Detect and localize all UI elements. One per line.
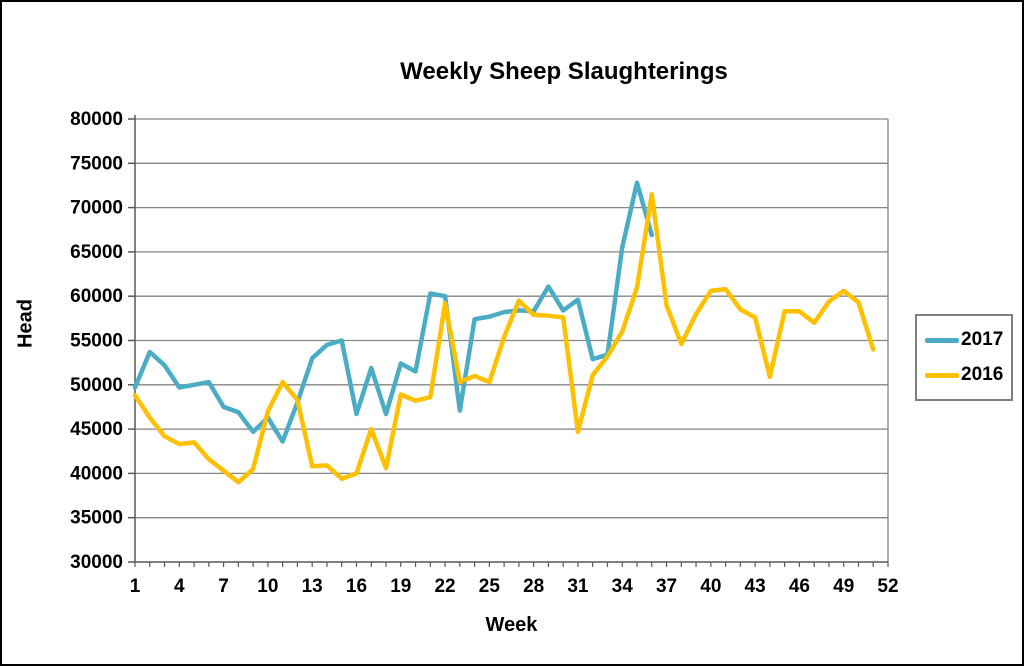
y-tick-label-45000: 45000: [70, 419, 123, 440]
x-tick-label-52: 52: [877, 576, 898, 597]
y-tick-label-70000: 70000: [70, 198, 123, 219]
x-tick-label-46: 46: [789, 576, 810, 597]
y-tick-label-65000: 65000: [70, 242, 123, 263]
x-tick-label-49: 49: [833, 576, 854, 597]
x-tick-label-37: 37: [656, 576, 677, 597]
x-tick-label-28: 28: [523, 576, 544, 597]
series-2016-line: [132, 192, 876, 485]
legend-label-2016: 2016: [961, 364, 1004, 385]
chart-title: Weekly Sheep Slaughterings: [400, 58, 728, 85]
legend-line-sample-2017: [925, 337, 959, 343]
y-tick-label-75000: 75000: [70, 153, 123, 174]
x-tick-label-40: 40: [700, 576, 721, 597]
y-tick-label-80000: 80000: [70, 109, 123, 130]
x-tick-label-4: 4: [174, 576, 185, 597]
legend-label-2017: 2017: [961, 329, 1004, 350]
x-tick-label-34: 34: [612, 576, 634, 597]
x-tick-label-19: 19: [390, 576, 411, 597]
x-tick-label-10: 10: [257, 576, 278, 597]
y-tick-label-60000: 60000: [70, 286, 123, 307]
y-tick-label-55000: 55000: [70, 331, 123, 352]
y-tick-label-40000: 40000: [70, 463, 123, 484]
y-tick-label-35000: 35000: [70, 508, 123, 529]
x-tick-label-43: 43: [745, 576, 766, 597]
y-tick-label-50000: 50000: [70, 375, 123, 396]
x-tick-label-1: 1: [130, 576, 141, 597]
legend-line-sample-2016: [925, 372, 959, 378]
x-tick-label-7: 7: [218, 576, 229, 597]
y-axis-title: Head: [14, 299, 37, 348]
x-tick-label-31: 31: [567, 576, 589, 597]
x-axis-title: Week: [485, 614, 538, 636]
x-tick-label-13: 13: [302, 576, 323, 597]
x-tick-label-22: 22: [434, 576, 455, 597]
x-tick-label-25: 25: [479, 576, 501, 597]
y-tick-label-30000: 30000: [70, 552, 123, 573]
x-tick-label-16: 16: [346, 576, 367, 597]
legend-item-2017: 2017: [917, 329, 1011, 351]
series-2017-line: [132, 180, 655, 444]
legend: 2017 2016: [915, 314, 1013, 401]
legend-item-2016: 2016: [917, 364, 1011, 386]
